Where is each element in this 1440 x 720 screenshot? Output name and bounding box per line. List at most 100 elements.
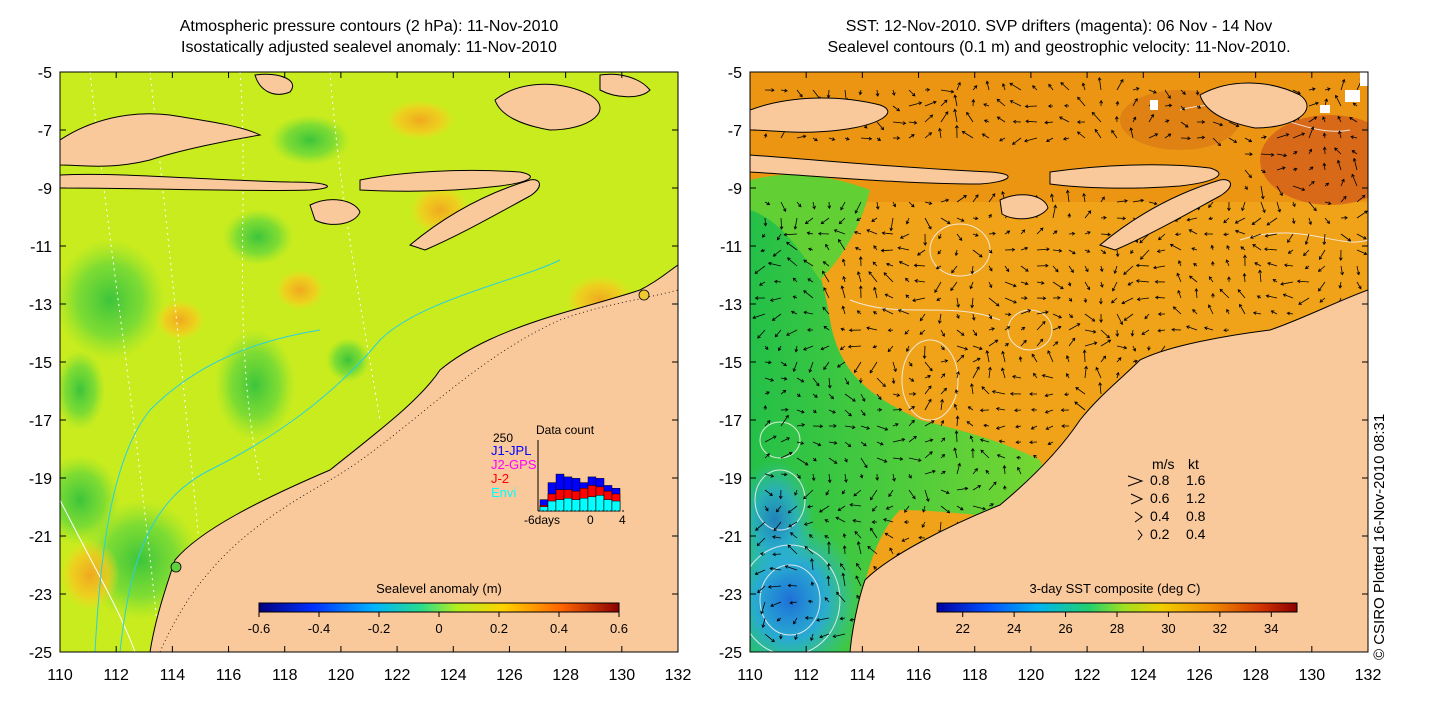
velocity-arrow (825, 243, 830, 251)
velocity-arrow (767, 261, 782, 267)
velocity-arrow (827, 377, 832, 389)
velocity-arrow (1111, 297, 1118, 304)
velocity-arrow (763, 217, 768, 227)
velocity-arrow (953, 94, 958, 107)
velocity-arrow (908, 435, 917, 443)
velocity-arrow (810, 581, 815, 587)
velocity-arrow (803, 310, 814, 315)
velocity-arrow (995, 425, 1006, 430)
velocity-arrow (1256, 295, 1262, 299)
velocity-arrow (913, 263, 926, 268)
velocity-arrow (904, 505, 910, 513)
velocity-arrow (1036, 320, 1046, 331)
velocity-arrow (924, 451, 933, 459)
velocity-arrow (884, 532, 894, 539)
velocity-arrow (803, 259, 814, 267)
velocity-arrow (969, 435, 974, 443)
inset-x-label-end: 4 (619, 513, 626, 527)
velocity-arrow (860, 457, 868, 469)
velocity-arrow (1351, 173, 1358, 187)
velocity-arrow (773, 521, 782, 532)
velocity-arrow (832, 633, 846, 638)
velocity-arrow (1084, 313, 1096, 322)
velocity-arrow (985, 349, 990, 363)
velocity-arrow (1004, 265, 1010, 273)
cloud-mask (1150, 72, 1368, 113)
velocity-arrow (1351, 150, 1358, 155)
velocity-arrow (1174, 232, 1182, 237)
velocity-arrow (844, 409, 852, 417)
velocity-arrow (940, 345, 945, 351)
velocity-arrow (1193, 263, 1198, 267)
velocity-legend-kt: 0.4 (1186, 526, 1206, 542)
velocity-arrow (967, 406, 974, 411)
velocity-arrow (1066, 373, 1070, 379)
velocity-arrow (755, 521, 766, 531)
velocity-arrow (1011, 137, 1022, 145)
sealevel-anomaly-map (60, 72, 678, 652)
velocity-arrow (1058, 116, 1070, 123)
velocity-arrow (807, 278, 814, 283)
velocity-arrow (811, 473, 816, 482)
velocity-arrow (1047, 441, 1054, 445)
velocity-arrow (999, 137, 1006, 142)
velocity-arrow (924, 132, 933, 139)
velocity-arrow (1004, 326, 1011, 331)
velocity-arrow (844, 441, 852, 448)
velocity-arrow (924, 489, 930, 503)
velocity-arrow (771, 535, 782, 539)
velocity-arrow (854, 531, 862, 539)
velocity-arrow (786, 329, 798, 336)
lat-label: -9 (728, 181, 742, 198)
velocity-arrow (1075, 387, 1086, 395)
velocity-arrow (1208, 276, 1214, 283)
velocity-arrow (792, 295, 798, 300)
velocity-arrow (892, 121, 907, 125)
velocity-arrow (870, 527, 878, 539)
velocity-arrow (1048, 83, 1054, 91)
velocity-arrow (858, 285, 863, 299)
lat-label: -21 (29, 529, 52, 546)
velocity-arrow (1350, 135, 1358, 139)
velocity-arrow (810, 558, 814, 571)
inset-bar-envi (587, 496, 597, 512)
lon-label: 114 (850, 667, 876, 684)
velocity-arrow (1016, 455, 1022, 460)
velocity-arrow (767, 585, 782, 589)
velocity-arrow (860, 441, 867, 447)
velocity-arrow (1340, 233, 1352, 242)
velocity-arrow (924, 420, 935, 427)
velocity-arrow (1296, 279, 1310, 284)
velocity-arrow (1091, 111, 1102, 123)
velocity-arrow (789, 532, 798, 539)
velocity-arrow (1036, 281, 1045, 285)
velocity-arrow (876, 407, 883, 412)
velocity-arrow (1264, 233, 1278, 238)
velocity-arrow (981, 133, 990, 139)
velocity-arrow (1228, 121, 1240, 128)
velocity-legend: m/s kt 0.8 1.6 0.6 1.2 0.4 0.8 0.2 0.4 (1127, 456, 1206, 542)
velocity-arrow (1068, 297, 1073, 302)
velocity-arrow (980, 449, 990, 459)
velocity-arrow (1291, 217, 1296, 225)
velocity-arrow (1304, 265, 1310, 270)
velocity-arrow (1132, 359, 1138, 364)
lat-label: -23 (719, 587, 742, 604)
velocity-arrow (820, 345, 830, 351)
velocity-arrow (761, 617, 766, 629)
velocity-arrow (828, 457, 838, 464)
velocity-arrow (970, 447, 975, 459)
velocity-arrow (1336, 159, 1342, 171)
velocity-arrow (764, 420, 771, 427)
velocity-arrow (904, 329, 910, 335)
velocity-arrow (807, 599, 814, 604)
velocity-arrow (784, 565, 798, 571)
colorbar-tick-label: 0.4 (550, 621, 568, 636)
velocity-arrow (849, 503, 862, 507)
velocity-arrow (1004, 297, 1017, 304)
velocity-arrow (1132, 87, 1140, 91)
velocity-arrow (828, 441, 838, 445)
velocity-arrow (940, 99, 948, 107)
velocity-arrow (1154, 295, 1166, 300)
velocity-arrow (1189, 275, 1198, 283)
